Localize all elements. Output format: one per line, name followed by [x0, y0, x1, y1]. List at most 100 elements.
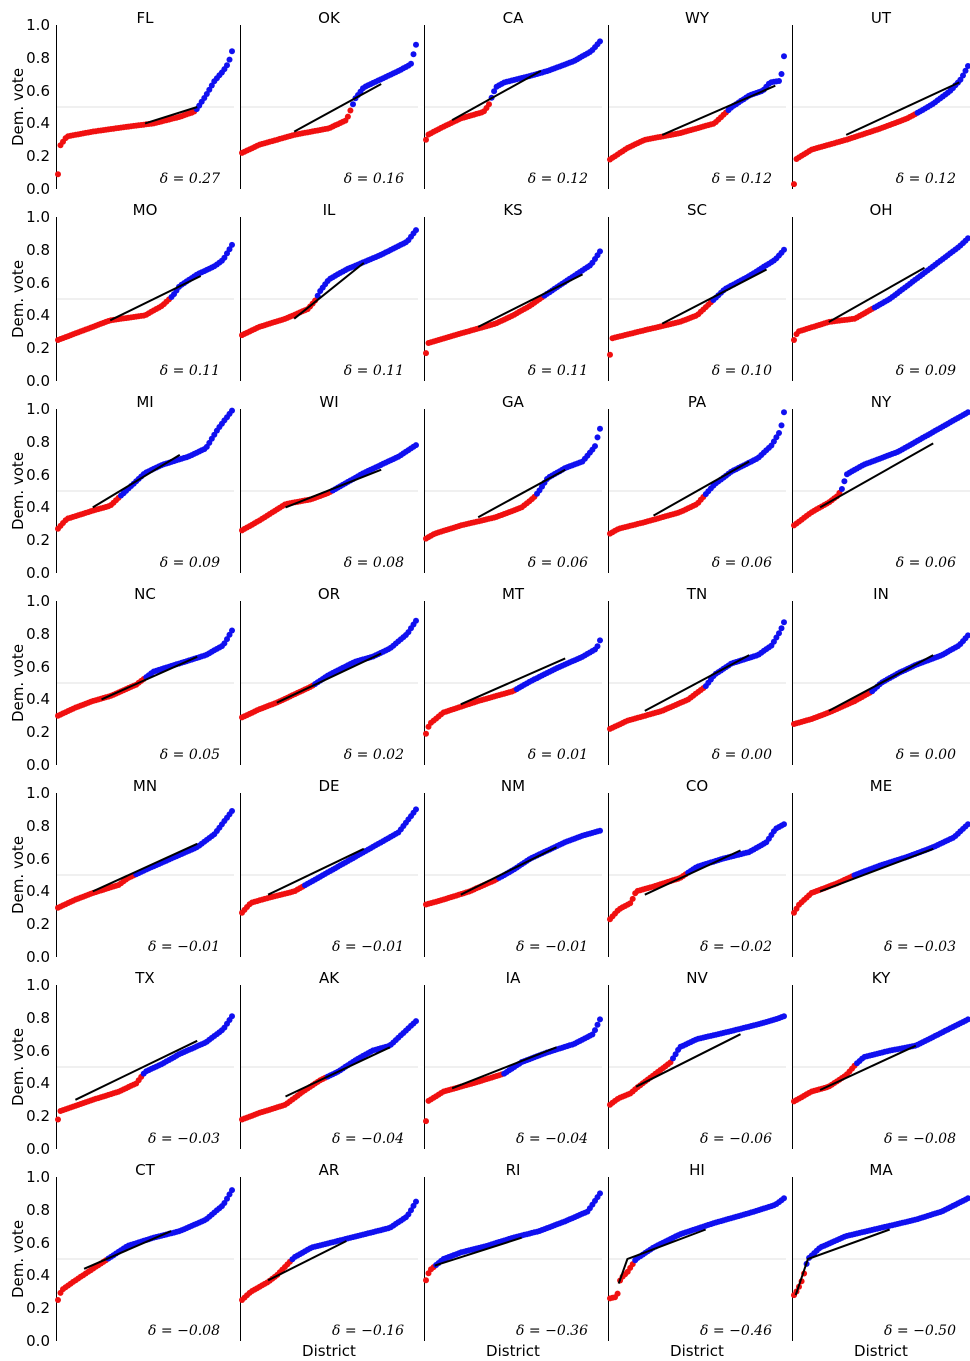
scatter-plot [423, 985, 603, 1149]
district-point [962, 67, 969, 74]
y-tick-label: 0.0 [26, 564, 50, 582]
scatter-plot [239, 985, 419, 1149]
delta-label: δ = −0.03 [148, 1131, 220, 1147]
district-point [965, 1016, 970, 1023]
scatter-plot [607, 25, 787, 189]
delta-label: δ = −0.04 [516, 1131, 588, 1147]
district-point [413, 1018, 419, 1025]
state-title: HI [689, 1161, 705, 1179]
y-axis-label: Dem. vote [9, 259, 27, 339]
y-tick-label: 0.0 [26, 372, 50, 390]
panel-ok: OK δ = 0.16 [239, 9, 419, 189]
district-point [597, 425, 603, 432]
y-tick-label: 0.2 [26, 723, 50, 742]
fit-line [819, 1044, 917, 1091]
delta-label: δ = 0.12 [711, 171, 772, 187]
delta-label: δ = 0.06 [895, 555, 956, 571]
district-point [55, 1116, 61, 1123]
district-point [778, 625, 785, 632]
delta-label: δ = 0.06 [711, 555, 772, 571]
panel-wi: WI δ = 0.08 [239, 393, 419, 573]
delta-label: δ = −0.01 [332, 939, 404, 955]
delta-label: δ = 0.09 [159, 555, 220, 571]
district-point [423, 350, 429, 357]
scatter-plot [791, 601, 970, 765]
scatter-plot [423, 601, 603, 765]
district-point [221, 1200, 228, 1206]
y-tick-label: 0.4 [26, 498, 50, 517]
y-tick-label: 1.0 [26, 208, 50, 226]
district-point [965, 632, 970, 639]
district-point [221, 640, 228, 647]
panel-mt: MT δ = 0.01 [423, 585, 603, 765]
district-point [229, 808, 235, 814]
y-axis-label: Dem. vote [9, 643, 27, 723]
district-point [224, 62, 230, 69]
panel-me: ME δ = −0.03 [791, 777, 970, 957]
delta-label: δ = 0.01 [527, 747, 588, 763]
district-point [410, 51, 417, 58]
fit-line [109, 275, 202, 322]
state-title: IA [505, 969, 521, 987]
panel-hi: HI δ = −0.46 [607, 1161, 787, 1341]
y-axis-label: Dem. vote [9, 1219, 27, 1299]
scatter-plot [239, 1177, 419, 1341]
delta-label: δ = −0.46 [700, 1323, 772, 1339]
district-point [597, 637, 603, 644]
y-tick-label: 0.0 [26, 180, 50, 198]
panel-ky: KY δ = −0.08 [791, 969, 970, 1149]
y-tick-label: 0.6 [26, 81, 50, 100]
state-title: MT [501, 585, 525, 603]
scatter-plot [423, 409, 603, 573]
state-title: TN [686, 585, 708, 603]
scatter-plot [423, 793, 603, 957]
state-title: AK [318, 969, 340, 987]
delta-label: δ = 0.11 [343, 363, 404, 379]
fit-line [267, 847, 365, 896]
y-tick-label: 0.2 [26, 1299, 50, 1318]
delta-label: δ = 0.02 [343, 747, 404, 763]
fit-line [293, 83, 382, 133]
district-point [614, 1290, 621, 1297]
district-point [413, 442, 419, 449]
y-tick-label: 0.4 [26, 690, 50, 709]
district-point [226, 56, 233, 63]
y-tick-label: 0.4 [26, 306, 50, 325]
delta-label: δ = −0.04 [332, 1131, 404, 1147]
panel-oh: OH δ = 0.09 [791, 201, 970, 381]
y-tick-label: 0.6 [26, 849, 50, 868]
district-point [423, 730, 429, 737]
district-point [597, 1190, 603, 1197]
panel-ak: AK δ = −0.04 [239, 969, 419, 1149]
district-point [960, 72, 966, 79]
state-title: CT [135, 1161, 155, 1179]
district-point [773, 434, 780, 441]
delta-label: δ = 0.08 [343, 555, 404, 571]
panel-pa: PA δ = 0.06 [607, 393, 787, 573]
x-axis-label: District [302, 1342, 356, 1360]
fit-line [644, 849, 741, 896]
scatter-plot [55, 217, 235, 381]
state-title: ME [869, 777, 893, 795]
district-point [597, 827, 603, 834]
y-tick-label: 0.4 [26, 882, 50, 901]
district-point [589, 1031, 596, 1038]
district-point [486, 101, 492, 108]
delta-label: δ = 0.16 [343, 171, 404, 187]
panel-ia: IA δ = −0.04 [423, 969, 603, 1149]
y-tick-label: 0.6 [26, 1233, 50, 1252]
district-point [965, 63, 970, 69]
district-point [841, 478, 848, 485]
district-point [413, 227, 419, 234]
delta-label: δ = 0.12 [527, 171, 588, 187]
state-title: GA [502, 393, 524, 411]
delta-label: δ = 0.00 [711, 747, 772, 763]
y-tick-label: 0.6 [26, 465, 50, 484]
x-axis-label: District [854, 1342, 908, 1360]
scatter-plot [791, 217, 970, 381]
state-title: FL [136, 9, 154, 27]
y-tick-label: 0.2 [26, 339, 50, 358]
district-point [413, 1198, 419, 1205]
district-point [597, 38, 603, 45]
scatter-plot [791, 985, 970, 1149]
